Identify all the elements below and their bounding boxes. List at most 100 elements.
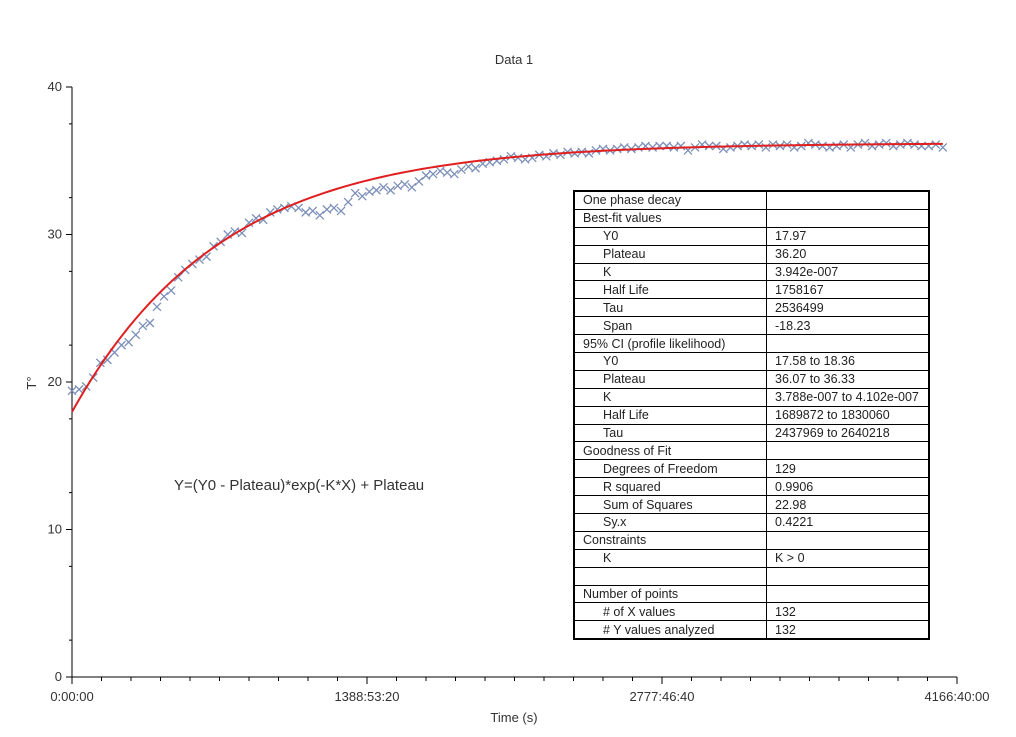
results-label: Span: [573, 316, 767, 336]
results-value: [766, 334, 930, 354]
results-label: Goodness of Fit: [573, 441, 767, 461]
results-value: 132: [766, 602, 930, 622]
data-point: [350, 188, 360, 198]
data-point: [294, 203, 304, 213]
results-value: 0.4221: [766, 513, 930, 532]
y-tick-label: 0: [55, 669, 62, 684]
data-point: [676, 141, 686, 151]
results-value: 22.98: [766, 495, 930, 515]
results-value: [766, 584, 930, 604]
data-point: [428, 169, 438, 179]
results-label: Half Life: [573, 405, 767, 425]
results-row: Sum of Squares 22.98: [573, 495, 930, 515]
results-row: [573, 566, 930, 586]
data-point: [506, 151, 516, 161]
data-point: [145, 318, 155, 328]
results-row: Tau 2437969 to 2640218: [573, 423, 930, 443]
results-value: 1689872 to 1830060: [766, 405, 930, 425]
results-row: # Y values analyzed 132: [573, 620, 930, 640]
results-label: Y0: [573, 226, 767, 246]
y-tick-label: 10: [48, 522, 62, 537]
data-point: [173, 272, 183, 282]
results-label: One phase decay: [573, 190, 767, 210]
y-axis-label: T°: [24, 376, 39, 389]
data-point: [357, 191, 367, 201]
results-row: Plateau 36.07 to 36.33: [573, 369, 930, 389]
data-point: [138, 321, 148, 331]
results-row: One phase decay: [573, 190, 930, 210]
results-row: # of X values 132: [573, 602, 930, 622]
axes: 0 10 20 30 40 0:00:00 1388:53:20 2777:46:40 4166…: [48, 79, 990, 704]
data-point: [471, 163, 481, 173]
data-point: [308, 206, 318, 216]
data-point: [464, 162, 473, 172]
results-row: K 3.942e-007: [573, 262, 930, 282]
data-point: [456, 165, 466, 175]
data-point: [393, 181, 403, 191]
data-point: [329, 203, 339, 213]
data-point: [442, 168, 452, 178]
results-value: [766, 566, 930, 586]
data-point: [818, 141, 827, 151]
results-value: [766, 190, 930, 210]
results-label: Tau: [573, 298, 767, 318]
results-row: Half Life 1758167: [573, 280, 930, 300]
data-point: [244, 218, 254, 228]
results-row: Y0 17.97: [573, 226, 930, 246]
results-row: Half Life 1689872 to 1830060: [573, 405, 930, 425]
results-label: # of X values: [573, 602, 767, 622]
results-row: Number of points: [573, 584, 930, 604]
results-label: # Y values analyzed: [573, 620, 767, 640]
data-point: [102, 355, 112, 365]
results-value: 17.97: [766, 226, 930, 246]
y-tick-label: 40: [48, 79, 62, 94]
data-point: [832, 141, 842, 151]
results-value: 0.9906: [766, 477, 930, 497]
data-point: [301, 207, 311, 217]
data-point: [315, 210, 325, 220]
results-row: Constraints: [573, 530, 930, 550]
data-point: [343, 197, 353, 207]
data-point: [371, 185, 381, 195]
data-point: [513, 153, 523, 163]
results-value: 3.788e-007 to 4.102e-007: [766, 387, 930, 407]
data-point: [612, 144, 622, 154]
data-point: [414, 176, 424, 186]
results-value: -18.23: [766, 316, 930, 336]
data-point: [364, 187, 374, 197]
results-label: K: [573, 548, 767, 568]
results-row: 95% CI (profile likelihood): [573, 334, 930, 354]
data-point: [400, 179, 410, 189]
data-point: [386, 185, 396, 195]
results-label: [573, 566, 767, 586]
data-point: [867, 141, 877, 151]
results-value: [766, 530, 930, 550]
results-label: Half Life: [573, 280, 767, 300]
data-point: [499, 154, 509, 164]
y-tick-label: 30: [48, 227, 62, 242]
data-point: [67, 386, 77, 396]
data-point: [740, 140, 750, 149]
data-point: [902, 138, 912, 148]
x-tick-label: 4166:40:00: [924, 689, 989, 704]
results-row: Degrees of Freedom 129: [573, 459, 930, 479]
data-point: [124, 337, 134, 347]
data-point: [556, 150, 565, 160]
results-value: [766, 208, 930, 228]
data-point: [435, 166, 445, 176]
results-value: 36.07 to 36.33: [766, 369, 930, 389]
fit-equation: Y=(Y0 - Plateau)*exp(-K*X) + Plateau: [174, 477, 425, 494]
results-table: One phase decay Best-fit values Y0 17.97 Pla…: [573, 190, 930, 641]
data-point: [117, 340, 127, 350]
data-point: [159, 291, 169, 301]
data-point: [725, 143, 735, 152]
results-label: Plateau: [573, 244, 767, 264]
data-point: [449, 169, 459, 179]
results-row: Best-fit values: [573, 208, 930, 228]
results-value: [766, 441, 930, 461]
data-point: [768, 140, 778, 149]
results-label: K: [573, 387, 767, 407]
results-label: K: [573, 262, 767, 282]
